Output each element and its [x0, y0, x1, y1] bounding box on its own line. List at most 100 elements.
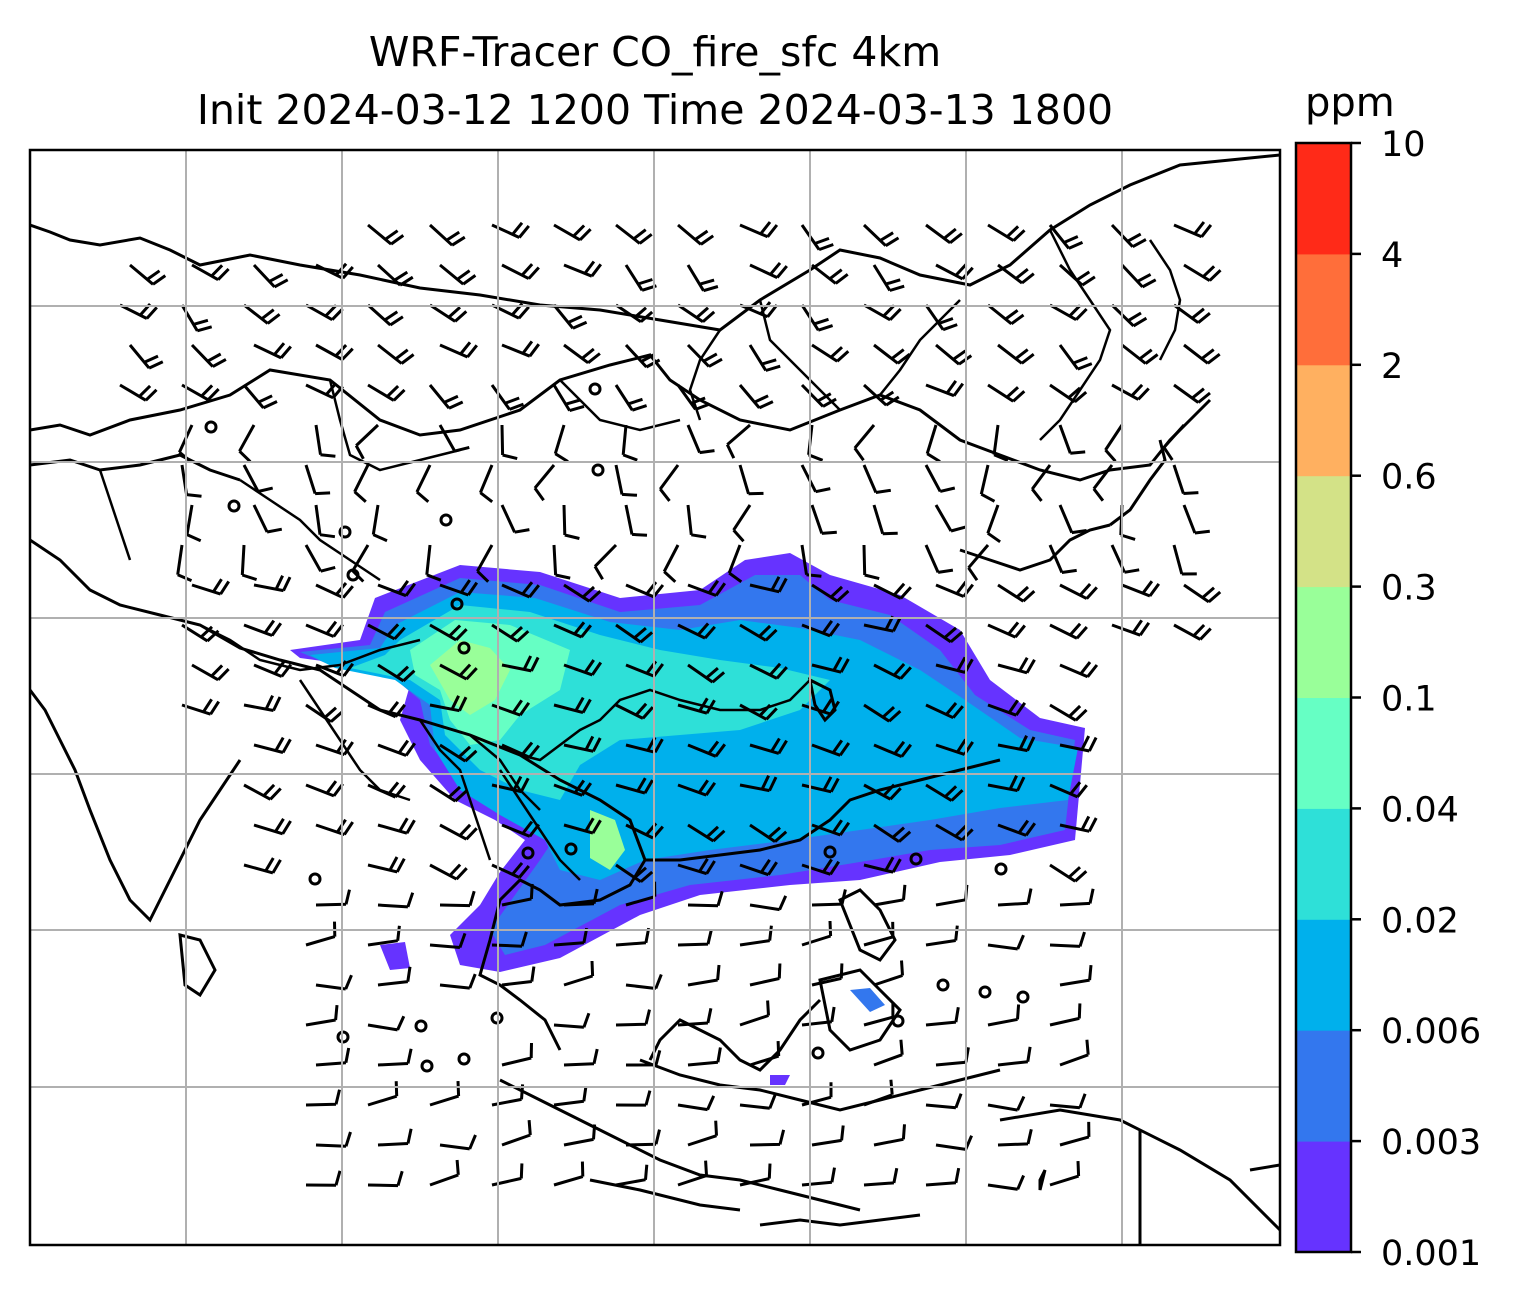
wind-barb — [553, 779, 593, 797]
wind-barb — [415, 464, 432, 503]
wind-barb — [686, 264, 719, 293]
wind-barb — [252, 504, 283, 534]
wind-barb — [377, 817, 416, 835]
plume-patch-a — [380, 942, 410, 970]
wind-barb — [252, 263, 289, 289]
wind-barb — [1059, 735, 1098, 753]
wind-barb — [987, 621, 1026, 639]
wind-barb — [439, 1134, 477, 1151]
wind-barb — [305, 703, 344, 724]
wind-barb — [853, 424, 876, 462]
wind-barb — [553, 1161, 585, 1187]
wind-barb — [997, 735, 1036, 753]
calm-wind-marker — [439, 513, 453, 527]
wind-barb — [727, 544, 743, 584]
calm-wind-marker — [978, 985, 992, 999]
wind-barb — [987, 1174, 1025, 1191]
wind-barb — [935, 1047, 970, 1067]
wind-barb — [677, 1160, 708, 1187]
wind-barb — [1049, 303, 1088, 322]
wind-barb — [925, 1007, 960, 1027]
wind-barb — [1172, 544, 1197, 576]
wind-barb — [677, 303, 716, 324]
wind-barb — [872, 264, 905, 292]
wind-barb — [315, 738, 354, 757]
wind-barb — [749, 576, 788, 594]
wind-barb — [749, 662, 788, 680]
colorbar-tick-label: 4 — [1381, 236, 1403, 276]
colorbar-tick-label: 0.3 — [1381, 569, 1437, 609]
calm-wind-marker — [450, 597, 464, 611]
wind-barb — [243, 783, 282, 801]
wind-barb — [243, 857, 282, 875]
wind-barb — [305, 620, 344, 638]
wind-barb — [677, 223, 715, 246]
wind-barb — [185, 504, 202, 543]
wind-barb — [738, 384, 774, 410]
colorbar-tick-label: 0.006 — [1381, 1012, 1481, 1052]
wind-barb — [563, 343, 601, 365]
wind-barb — [987, 1004, 1021, 1027]
wind-barb — [563, 1048, 599, 1067]
wind-barb — [439, 263, 477, 286]
map-gridlines — [30, 150, 1280, 1245]
calm-wind-marker — [909, 852, 923, 866]
wind-barb — [353, 464, 370, 503]
wind-barb — [873, 960, 904, 987]
wind-barb — [238, 424, 256, 463]
wind-barb — [615, 223, 653, 245]
wind-barb — [354, 423, 380, 460]
wind-barb — [935, 884, 969, 907]
wind-barb — [563, 735, 602, 753]
wind-barb — [739, 1000, 770, 1027]
colorbar-segment — [1296, 364, 1351, 477]
wind-barb — [377, 580, 417, 598]
wind-barb — [811, 583, 850, 603]
wind-barb — [501, 741, 540, 759]
wind-barb — [429, 623, 468, 642]
wind-barb — [552, 304, 588, 330]
wind-barb — [253, 342, 292, 360]
colorbar-segment — [1296, 808, 1351, 920]
wind-barb — [242, 384, 278, 410]
wind-barb — [1049, 781, 1088, 799]
wind-barb — [1058, 504, 1087, 535]
calm-wind-marker — [227, 499, 241, 513]
wind-barb — [1173, 383, 1211, 404]
wind-barb — [553, 696, 592, 715]
wind-barb — [979, 464, 996, 503]
wind-barb — [562, 504, 580, 540]
wind-barb — [367, 1015, 406, 1032]
wind-barb — [1059, 888, 1095, 907]
wind-barb — [625, 973, 663, 990]
calm-wind-marker — [414, 1019, 428, 1033]
wind-barb — [997, 263, 1035, 285]
wind-barb — [997, 888, 1033, 907]
wind-barb — [738, 464, 764, 496]
plume-patch-b — [850, 988, 885, 1012]
wind-barb — [873, 1039, 904, 1067]
wind-barb — [439, 823, 478, 841]
wind-barb — [429, 695, 468, 713]
wind-barb — [925, 223, 963, 245]
wind-barb — [129, 263, 167, 286]
wind-barb — [500, 424, 518, 461]
wind-barb — [925, 380, 965, 398]
wind-barb — [1059, 1039, 1090, 1067]
wind-barb — [366, 303, 404, 327]
colorbar-tick-label: 0.1 — [1381, 680, 1437, 720]
wind-barb — [873, 740, 912, 758]
wind-barb — [367, 223, 405, 246]
wind-barb — [801, 1006, 836, 1027]
wind-barb — [304, 544, 336, 573]
wind-barb — [749, 895, 788, 912]
wind-barb — [801, 698, 840, 716]
wind-barb — [315, 343, 354, 361]
colorbar-segment — [1296, 475, 1351, 588]
wind-barb — [987, 934, 1025, 951]
colorbar-tick-label: 0.02 — [1381, 901, 1459, 941]
wind-barb — [1049, 863, 1088, 883]
wind-barb — [800, 464, 831, 494]
wind-barb — [935, 580, 974, 598]
wind-barb — [243, 694, 282, 712]
